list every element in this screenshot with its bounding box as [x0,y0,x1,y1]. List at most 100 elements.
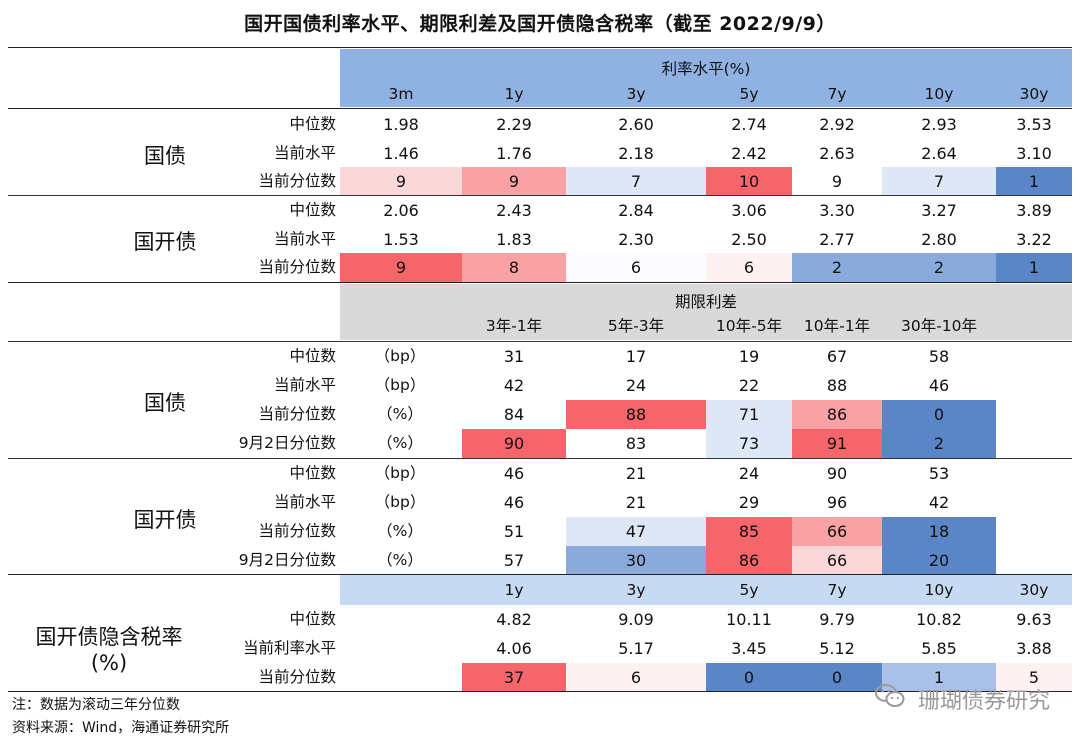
section3-group-line2: (%) [90,651,128,675]
section1-cell: 6 [706,253,792,283]
section3-cell: 5 [996,663,1072,692]
section2-cell: 22 [738,376,760,395]
section3-cell: 5.17 [618,639,654,658]
section3-col-30y: 30y [1019,581,1049,599]
section1-cell: 1.98 [383,115,419,134]
section1-col-3y: 3y [626,85,646,103]
section2-cell: 18 [882,517,996,546]
section3-cell: 9.79 [819,610,855,629]
section2-cell: 42 [928,493,950,512]
section1-col-30y: 30y [1019,85,1049,103]
section3-col-10y: 10y [924,581,954,599]
section3-cell: 4.06 [496,639,532,658]
section2-row-label: 当前分位数 [258,522,336,540]
section2-cell: 67 [826,347,848,366]
section1-cell: 2.74 [731,115,767,134]
section2-cell: 73 [706,429,792,458]
section3-row-label: 中位数 [289,610,336,628]
section2-row-unit: （bp） [374,464,426,482]
section3-cell: 1 [882,663,996,692]
section2-bottom-rule [8,574,1072,575]
section2-row-label: 当前分位数 [258,405,336,423]
section1-cell: 2.43 [496,201,532,220]
section1-cell: 1.76 [496,143,532,163]
section1-cell: 2.84 [618,201,654,220]
section1-row-label: 中位数 [289,201,336,219]
section2-col-0: 3年-1年 [485,317,543,335]
section3-cell: 0 [792,663,882,692]
section1-row-label: 当前分位数 [258,172,336,191]
section2-cell: 91 [792,429,882,458]
section1-cell: 3.22 [1016,229,1052,249]
section3-cell: 5.85 [921,639,957,658]
section2-row-label: 中位数 [289,347,336,365]
section3-cell: 9.09 [618,610,654,629]
section1-cell: 2.77 [819,229,855,249]
section2-cell: 88 [566,400,706,429]
section1-cell: 1.53 [383,229,419,249]
section2-cell: 66 [792,546,882,575]
section2-row-unit: （bp） [374,376,426,394]
section1-cell: 3.27 [921,201,957,220]
section2-cell: 85 [706,517,792,546]
section2-cell: 86 [792,400,882,429]
section2-header-title: 期限利差 [674,293,737,311]
section1-cell: 1.83 [496,229,532,249]
section2-col-1: 5年-3年 [607,317,665,335]
section3-cell: 6 [566,663,706,692]
page-title: 国开国债利率水平、期限利差及国开债隐含税率（截至 2022/9/9） [244,13,836,35]
section2-cell: 84 [503,405,525,424]
section3-col-3y: 3y [626,581,646,599]
section2-cell: 71 [706,400,792,429]
bottom-rule [8,691,1072,692]
section1-cell: 2.50 [731,229,767,249]
section2-group-0: 国债 [144,391,186,415]
section1-cell: 2 [792,253,882,283]
section2-row-label: 中位数 [289,464,336,482]
section1-cell: 2.29 [496,115,532,134]
section1-bottom-rule [8,282,1072,283]
section2-row-label: 9月2日分位数 [238,434,336,452]
section2-cell: 57 [503,551,525,570]
section1-col-5y: 5y [739,85,759,103]
section2-cell: 46 [928,376,950,395]
section2-cell: 88 [826,376,848,395]
section3-col-1y: 1y [504,581,524,599]
section1-cell: 9 [831,172,843,192]
section2-header-band [340,284,1072,340]
section1-row-label: 当前水平 [273,229,336,248]
section1-mid-rule [8,195,1072,196]
section1-cell: 3.53 [1016,115,1052,134]
section1-cell: 2.60 [618,115,654,134]
section3-col-7y: 7y [827,581,847,599]
section3-row-label: 当前分位数 [258,668,336,686]
section2-cell: 86 [706,546,792,575]
section2-cell: 83 [625,434,647,453]
section2-row-unit: （%） [377,551,423,569]
section1-cell: 3.89 [1016,201,1052,220]
section3-cell: 0 [706,663,792,692]
section1-row-label: 当前分位数 [258,258,336,277]
section1-cell: 3.10 [1016,143,1052,163]
watermark-text: 珊瑚债券研究 [917,689,1050,714]
section2-cell: 2 [882,429,996,458]
section1-cell: 8 [462,253,566,283]
section2-cell: 31 [503,347,525,366]
section1-cell: 3.30 [819,201,855,220]
section3-cell: 4.82 [496,610,532,629]
section1-group-0: 国债 [144,144,186,168]
section1-cell: 2.80 [921,229,957,249]
section2-row-unit: （%） [377,522,423,540]
section1-cell: 6 [566,253,706,283]
section1-col-3m: 3m [388,85,414,103]
section2-cell: 47 [566,517,706,546]
section1-cell: 9 [340,167,462,197]
section3-cell: 3.45 [731,639,767,658]
section1-cell: 2 [882,253,996,283]
section2-group-1: 国开债 [133,508,197,532]
section2-cell: 21 [625,464,647,483]
section1-cell: 7 [566,167,706,197]
section2-mid-rule [8,458,1072,459]
section2-row-unit: （bp） [374,493,426,511]
section2-cell: 66 [792,517,882,546]
